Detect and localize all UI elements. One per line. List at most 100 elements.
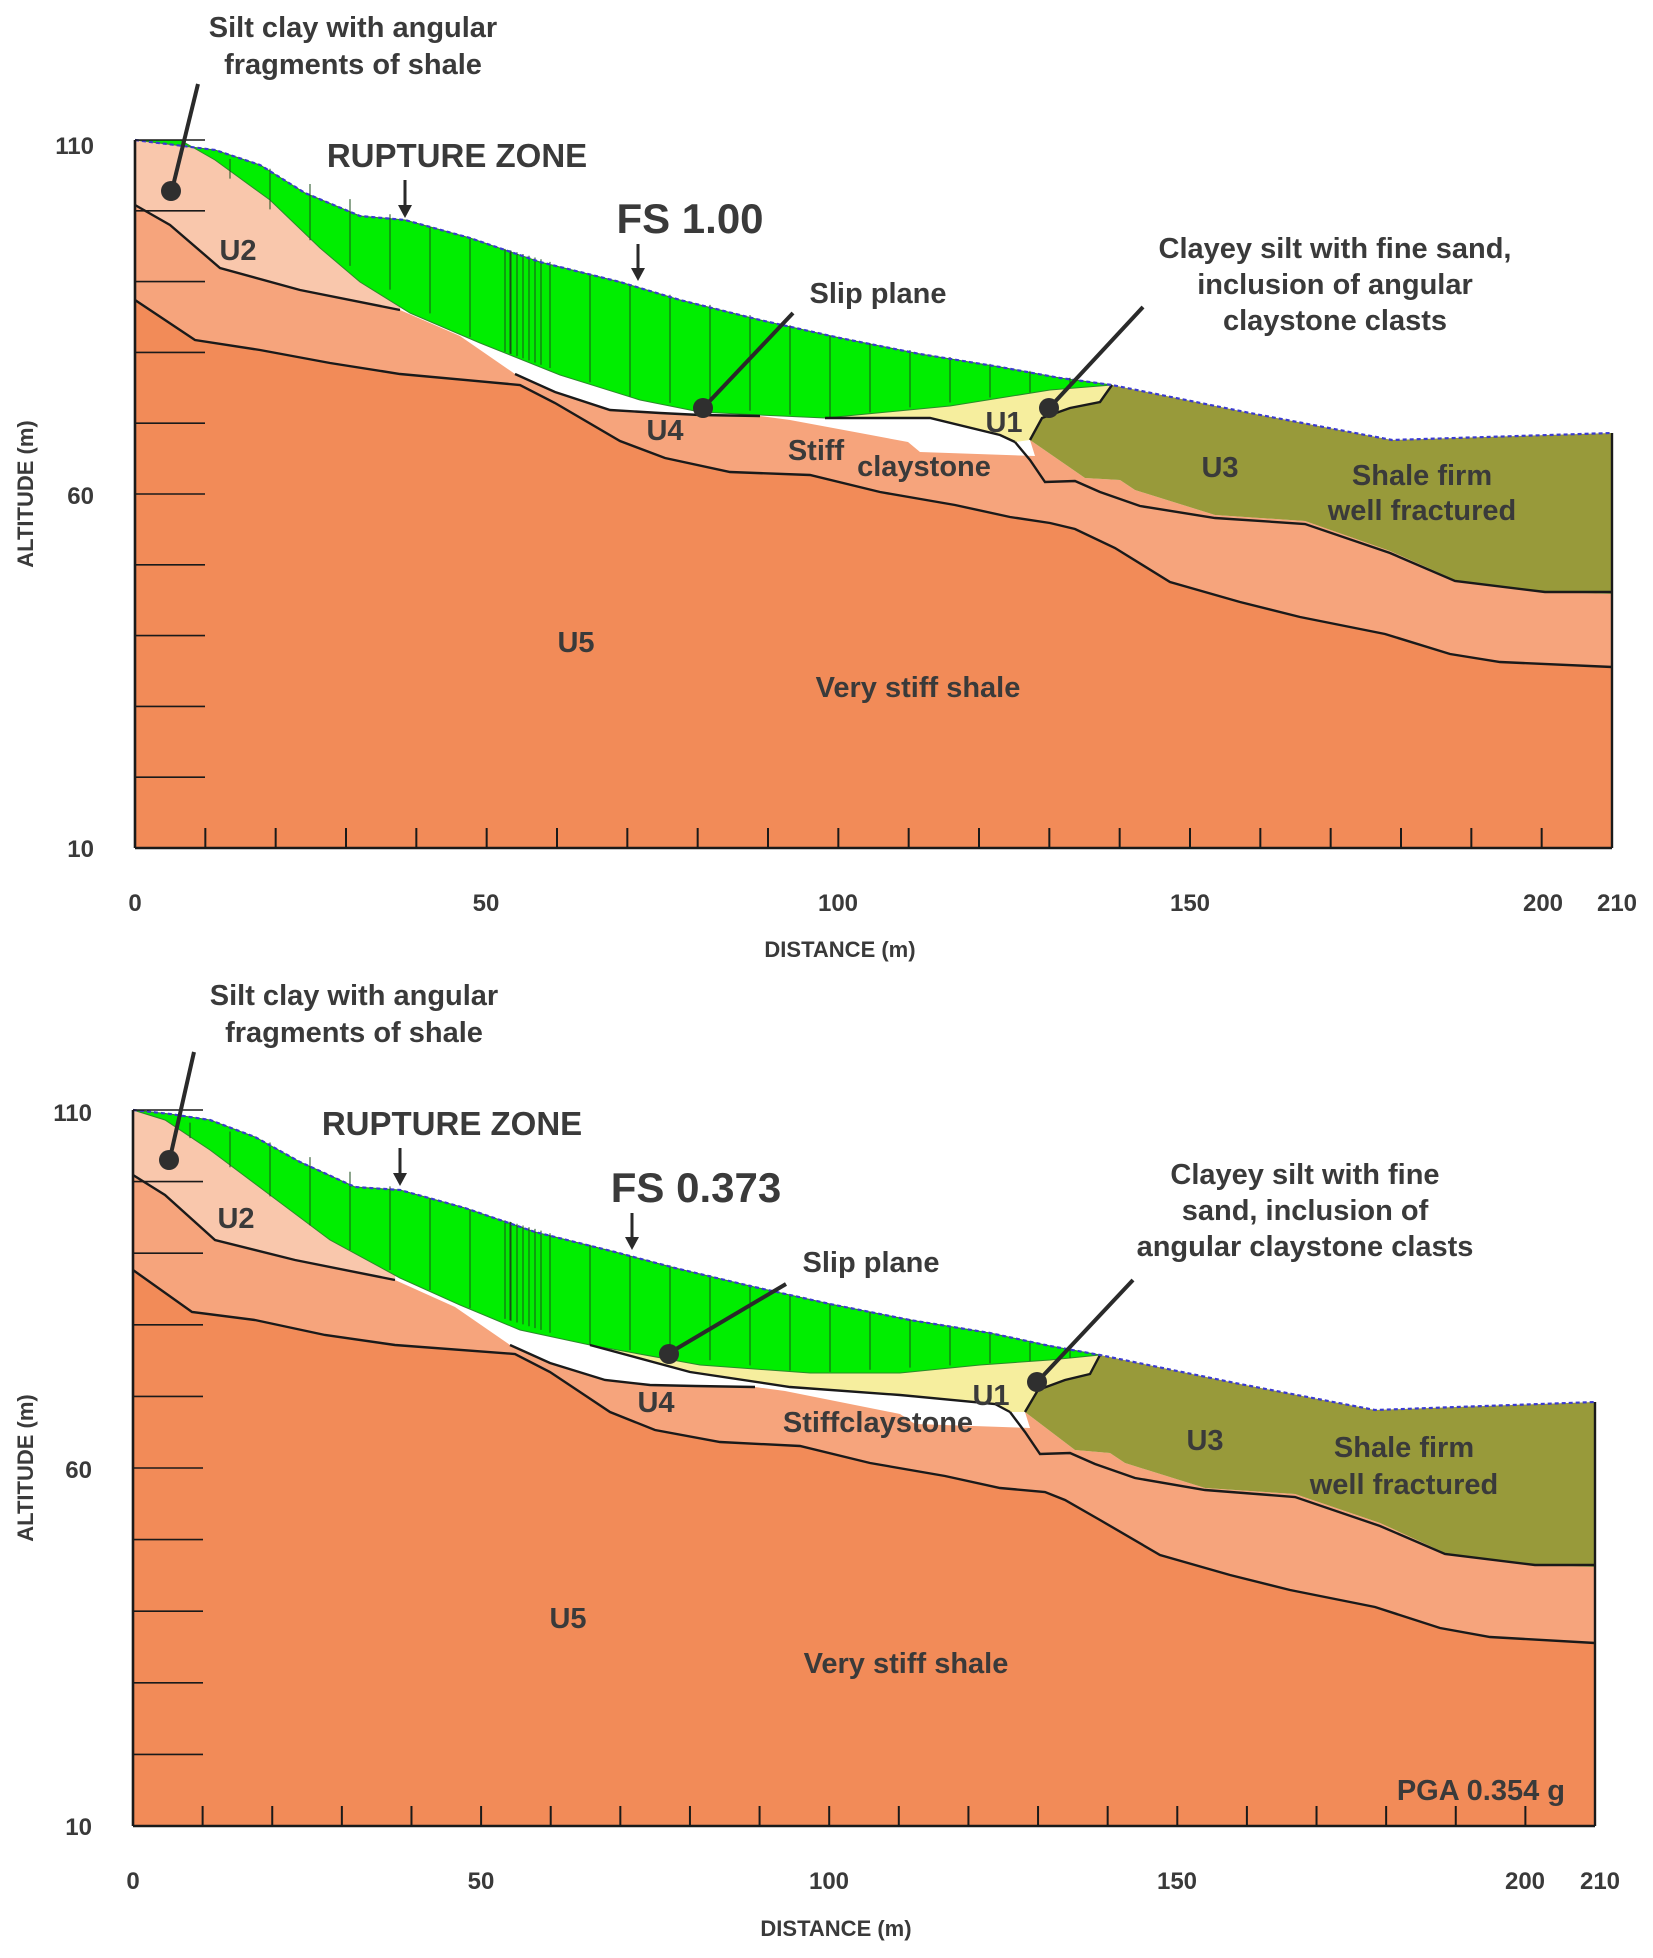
rupture-arrow-head — [393, 1173, 407, 1186]
clayey-callout-line-3: claystone clasts — [1223, 305, 1447, 337]
x-tick-100: 100 — [818, 890, 858, 917]
boundary-u3-bottom — [1009, 1411, 1595, 1567]
rupture-zone-label: RUPTURE ZONE — [322, 1105, 582, 1142]
clayey-callout-line-3: angular claystone clasts — [1137, 1231, 1474, 1263]
unit-u1-label: U1 — [972, 1380, 1009, 1412]
x-tick-100: 100 — [809, 1868, 849, 1895]
ground-surface — [134, 138, 1613, 442]
x-tick-0: 0 — [128, 890, 141, 917]
y-axis-title: ALTITUDE (m) — [13, 420, 38, 567]
boundary-u4-u3 — [1023, 1354, 1102, 1413]
stiffclaystone-label: Stiffclaystone — [783, 1407, 973, 1439]
fs-arrow-head — [631, 268, 645, 281]
clayey-callout-leader — [1037, 1278, 1135, 1382]
x-tick-200: 200 — [1523, 890, 1563, 917]
very-stiff-shale-label: Very stiff shale — [816, 672, 1021, 704]
claystone-label: claystone — [857, 451, 991, 483]
clayey-callout-line-2: sand, inclusion of — [1182, 1195, 1429, 1227]
x-tick-200: 200 — [1505, 1868, 1545, 1895]
clayey-callout-line-1: Clayey silt with fine sand, — [1159, 233, 1512, 265]
rupture-slices — [189, 1122, 1071, 1372]
stiff-label: Stiff — [788, 435, 845, 467]
fs-arrow-head — [625, 1237, 639, 1250]
x-tick-50: 50 — [468, 1868, 495, 1895]
unit-u1-label: U1 — [985, 407, 1022, 439]
unit-u4-label: U4 — [637, 1387, 674, 1419]
well-fractured-label: well fractured — [1327, 495, 1517, 527]
x-minor-ticks — [134, 828, 1613, 848]
shale-firm-label: Shale firm — [1352, 460, 1492, 492]
rupture-zone-label: RUPTURE ZONE — [327, 137, 587, 174]
clayey-callout-line-1: Clayey silt with fine — [1170, 1159, 1439, 1191]
boundary-u1-base — [589, 1343, 1011, 1414]
boundary-u5-top — [132, 1269, 1596, 1645]
boundary-u4-bottom-left — [514, 372, 761, 418]
y-tick-60: 60 — [65, 1457, 92, 1484]
silt-callout-line-2: fragments of shale — [224, 49, 482, 81]
unit-u5-fill — [133, 1270, 1595, 1826]
slip-plane-leader — [669, 1282, 788, 1354]
x-tick-210: 210 — [1580, 1868, 1620, 1895]
unit-u1-fill — [825, 385, 1112, 442]
shale-firm-label: Shale firm — [1334, 1432, 1474, 1464]
unit-u3-fill — [1030, 385, 1612, 594]
factor-of-safety-label: FS 1.00 — [616, 195, 763, 242]
slip-plane-marker — [659, 1344, 679, 1364]
pga-label: PGA 0.354 g — [1397, 1775, 1565, 1807]
boundary-u3-bottom — [1014, 441, 1612, 594]
unit-u4-fill — [133, 1175, 1595, 1643]
clayey-callout-line-2: inclusion of angular — [1197, 269, 1473, 301]
silt-callout-line-1: Silt clay with angular — [209, 12, 497, 44]
x-tick-210: 210 — [1597, 890, 1637, 917]
panel-seismic-fs: 110 60 10 0 50 100 150 200 210 DISTANCE … — [13, 980, 1620, 1941]
factor-of-safety-label: FS 0.373 — [611, 1164, 781, 1211]
unit-u4-label: U4 — [646, 415, 683, 447]
unit-u4-fill — [135, 205, 1612, 667]
x-tick-150: 150 — [1170, 890, 1210, 917]
rupture-arrow-head — [398, 205, 412, 218]
x-tick-0: 0 — [126, 1868, 139, 1895]
clayey-callout-leader — [1049, 305, 1145, 408]
ground-surface — [132, 1108, 1596, 1412]
unit-u2-label: U2 — [217, 1203, 254, 1235]
x-tick-50: 50 — [473, 890, 500, 917]
y-tick-110: 110 — [53, 1100, 92, 1127]
boundary-u4-bottom-left — [509, 1343, 756, 1389]
slip-plane-label: Slip plane — [803, 1247, 940, 1279]
x-axis-title: DISTANCE (m) — [764, 937, 915, 962]
unit-u1-fill — [590, 1345, 1100, 1412]
slip-plane-leader — [703, 311, 795, 408]
y-axis-title: ALTITUDE (m) — [13, 1394, 38, 1541]
y-minor-ticks — [135, 139, 205, 849]
slip-plane-marker — [693, 398, 713, 418]
clayey-callout-marker — [1027, 1372, 1047, 1392]
very-stiff-shale-label: Very stiff shale — [804, 1648, 1009, 1680]
unit-u2-label: U2 — [219, 235, 256, 267]
silt-callout-marker — [159, 1150, 179, 1170]
x-axis-title: DISTANCE (m) — [760, 1916, 911, 1941]
unit-u5-label: U5 — [549, 1603, 586, 1635]
silt-callout-line-1: Silt clay with angular — [210, 980, 498, 1012]
silt-callout-line-2: fragments of shale — [225, 1017, 483, 1049]
boundary-u4-top — [132, 1173, 396, 1282]
boundary-u4-top — [134, 203, 401, 312]
boundary-u5-top — [134, 299, 1613, 669]
y-tick-110: 110 — [55, 133, 94, 160]
unit-u5-label: U5 — [557, 627, 594, 659]
panel-static-fs: 110 60 10 0 50 100 150 200 210 DISTANCE … — [13, 12, 1637, 962]
clayey-callout-marker — [1039, 398, 1059, 418]
boundary-u4-u3 — [1028, 384, 1113, 441]
boundary-u1-base — [825, 416, 1016, 444]
silt-callout-marker — [161, 181, 181, 201]
unit-u2-fill — [135, 140, 405, 310]
unit-u3-label: U3 — [1201, 452, 1238, 484]
y-minor-ticks — [133, 1109, 203, 1827]
y-tick-10: 10 — [67, 836, 94, 863]
y-tick-60: 60 — [67, 483, 94, 510]
well-fractured-label: well fractured — [1309, 1469, 1499, 1501]
unit-u5-fill — [135, 300, 1612, 848]
rupture-slices — [229, 159, 1071, 418]
silt-callout-leader — [170, 83, 200, 191]
y-tick-10: 10 — [65, 1814, 92, 1841]
x-minor-ticks — [132, 1806, 1596, 1826]
